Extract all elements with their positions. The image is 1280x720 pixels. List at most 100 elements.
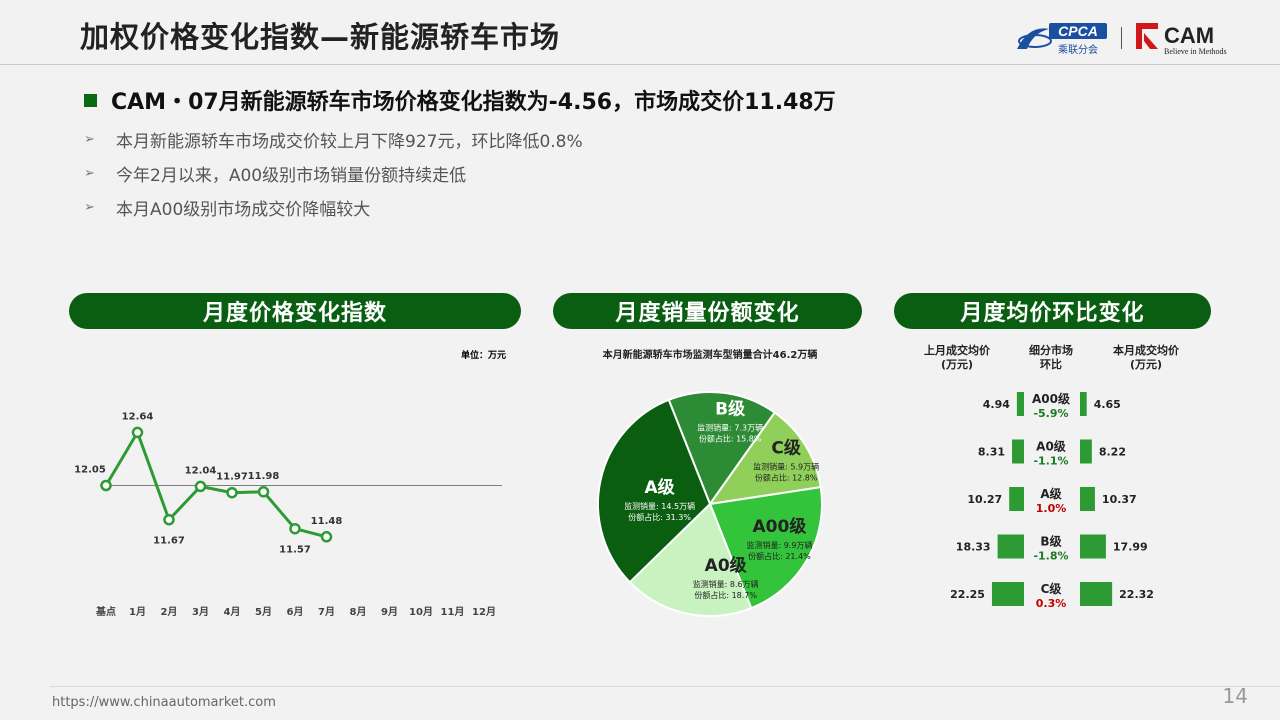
prev-price-bar bbox=[997, 534, 1024, 559]
slice-share: 份额占比: 12.8% bbox=[755, 473, 818, 483]
data-label: 11.67 bbox=[153, 536, 185, 547]
x-tick-label: 9月 bbox=[381, 606, 398, 618]
slice-share: 份额占比: 18.7% bbox=[694, 590, 757, 600]
curr-price-label: 8.22 bbox=[1099, 446, 1126, 459]
x-tick-label: 2月 bbox=[161, 606, 178, 618]
cam-logo: CAM Believe in Methods bbox=[1136, 23, 1227, 56]
x-tick-label: 11月 bbox=[441, 606, 465, 618]
data-label: 11.98 bbox=[248, 471, 280, 482]
curr-price-bar bbox=[1080, 392, 1087, 416]
change-label: 1.0% bbox=[1036, 502, 1067, 515]
list-item: ➢ 本月新能源轿车市场成交价较上月下降927元，环比降低0.8% bbox=[84, 122, 583, 156]
pie-slice bbox=[708, 486, 823, 610]
x-tick-label: 12月 bbox=[472, 606, 496, 618]
header-mid-sub: 环比 bbox=[1040, 357, 1062, 371]
headline: CAM・07月新能源轿车市场价格变化指数为-4.56，市场成交价11.48万 bbox=[84, 84, 836, 116]
data-label: 11.48 bbox=[311, 516, 343, 527]
prev-price-label: 18.33 bbox=[956, 541, 991, 554]
curr-price-label: 17.99 bbox=[1113, 541, 1148, 554]
slice-name: A0级 bbox=[705, 555, 747, 576]
data-point bbox=[257, 486, 270, 498]
page-title: 加权价格变化指数—新能源轿车市场 bbox=[80, 20, 561, 54]
logo-area: CPCA 乘联分会 CAM Believe in Methods bbox=[1015, 18, 1254, 58]
arrow-icon: ➢ bbox=[84, 165, 95, 181]
list-item: ➢ 本月A00级别市场成交价降幅较大 bbox=[84, 190, 583, 224]
data-label: 12.64 bbox=[122, 411, 154, 422]
pie-slice bbox=[597, 398, 712, 584]
cam-logo-subtext: Believe in Methods bbox=[1164, 47, 1227, 56]
slice-share: 份额占比: 21.4% bbox=[748, 551, 811, 561]
data-label: 11.97 bbox=[216, 472, 248, 483]
cpca-logo: CPCA 乘联分会 bbox=[1017, 23, 1107, 56]
panel-header-price-index: 月度价格变化指数 bbox=[69, 293, 521, 329]
panel-header-sales-share: 月度销量份额变化 bbox=[553, 293, 862, 329]
data-point bbox=[131, 426, 144, 439]
cpca-logo-text: CPCA bbox=[1058, 23, 1098, 39]
arrow-icon: ➢ bbox=[84, 131, 95, 147]
x-tick-label: 基点 bbox=[95, 605, 116, 618]
segment-label: A00级 bbox=[1032, 391, 1070, 406]
segment-label: A级 bbox=[1040, 486, 1061, 501]
series-line bbox=[104, 428, 327, 539]
x-tick-label: 8月 bbox=[350, 606, 367, 618]
bullet-text: 今年2月以来，A00级别市场销量份额持续走低 bbox=[116, 165, 467, 186]
page-number: 14 bbox=[1222, 684, 1248, 708]
curr-price-bar bbox=[1080, 487, 1095, 511]
pie-title: 本月新能源轿车市场监测车型销量合计46.2万辆 bbox=[603, 348, 818, 361]
data-point bbox=[289, 522, 301, 535]
data-point bbox=[320, 531, 333, 543]
prev-price-bar bbox=[1016, 392, 1024, 416]
curr-price-label: 22.32 bbox=[1119, 588, 1154, 601]
prev-price-label: 4.94 bbox=[983, 398, 1010, 411]
slice-share: 份额占比: 15.8% bbox=[699, 433, 762, 443]
data-point bbox=[100, 479, 112, 492]
data-label: 12.05 bbox=[74, 465, 106, 476]
slice-sales: 监测销量: 8.6万辆 bbox=[693, 579, 759, 589]
prev-price-bar bbox=[991, 582, 1024, 606]
footer-url[interactable]: https://www.chinaautomarket.com bbox=[52, 695, 276, 710]
cpca-logo-subtext: 乘联分会 bbox=[1058, 43, 1098, 56]
segment-label: B级 bbox=[1040, 534, 1061, 549]
data-point bbox=[194, 480, 207, 493]
avg-price-change-chart: 上月成交均价 (万元) 细分市场 环比 本月成交均价 (万元) 4.94 4.65… bbox=[924, 343, 1180, 610]
curr-price-bar bbox=[1080, 534, 1106, 559]
bullet-text: 本月新能源轿车市场成交价较上月下降927元，环比降低0.8% bbox=[116, 131, 583, 152]
data-point bbox=[163, 513, 175, 526]
header-mid: 细分市场 bbox=[1029, 343, 1073, 357]
header-curr-unit: (万元) bbox=[1130, 358, 1162, 371]
slice-name: A00级 bbox=[753, 516, 807, 537]
list-item: ➢ 今年2月以来，A00级别市场销量份额持续走低 bbox=[84, 156, 583, 190]
x-tick-label: 5月 bbox=[255, 606, 272, 618]
curr-price-bar bbox=[1080, 582, 1113, 606]
x-tick-label: 6月 bbox=[287, 606, 304, 618]
slice-name: A级 bbox=[645, 477, 675, 498]
header-curr: 本月成交均价 bbox=[1113, 343, 1180, 357]
change-label: 0.3% bbox=[1036, 597, 1067, 610]
bullet-text: 本月A00级别市场成交价降幅较大 bbox=[116, 199, 371, 220]
panel-header-avg-price: 月度均价环比变化 bbox=[894, 293, 1211, 329]
slice-sales: 监测销量: 7.3万辆 bbox=[697, 422, 763, 432]
prev-price-bar bbox=[1009, 487, 1024, 511]
segment-label: C级 bbox=[1041, 581, 1062, 596]
x-tick-label: 3月 bbox=[192, 606, 209, 618]
curr-price-label: 10.37 bbox=[1102, 493, 1137, 506]
title-divider bbox=[0, 64, 1280, 65]
header-prev: 上月成交均价 bbox=[924, 343, 991, 357]
curr-price-label: 4.65 bbox=[1094, 398, 1121, 411]
slice-sales: 监测销量: 5.9万辆 bbox=[753, 462, 819, 472]
prev-price-label: 10.27 bbox=[967, 493, 1002, 506]
x-tick-label: 1月 bbox=[129, 606, 146, 618]
slice-name: C级 bbox=[771, 438, 800, 459]
data-label: 11.57 bbox=[279, 545, 311, 556]
pie-slice bbox=[628, 502, 753, 617]
prev-price-bar bbox=[1012, 439, 1024, 464]
header-prev-unit: (万元) bbox=[941, 358, 973, 371]
pie-slice bbox=[667, 391, 777, 507]
change-label: -1.8% bbox=[1033, 550, 1068, 563]
data-label: 12.04 bbox=[185, 465, 217, 476]
cam-logo-text: CAM bbox=[1164, 23, 1214, 48]
x-tick-label: 4月 bbox=[224, 606, 241, 618]
unit-label: 单位：万元 bbox=[461, 349, 506, 361]
